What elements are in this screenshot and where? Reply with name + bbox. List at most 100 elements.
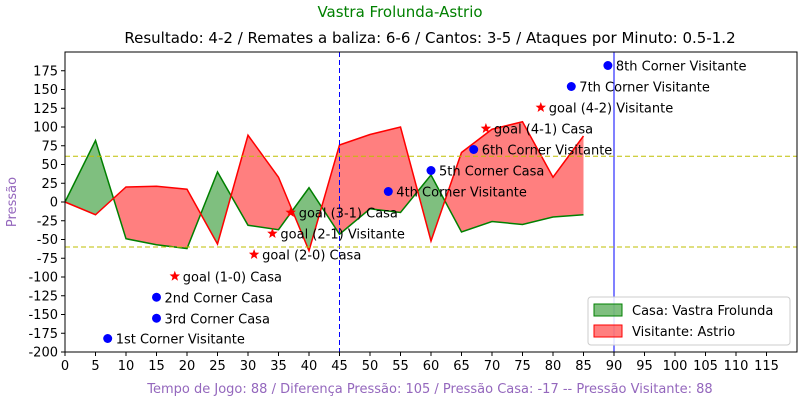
away-area-segment-8-1 (321, 145, 340, 235)
away-area-segment-4-0 (187, 189, 201, 249)
x-tick-label-13: 65 (453, 359, 470, 374)
event-label-9: 6th Corner Visitante (482, 144, 613, 159)
x-tick-label-10: 50 (362, 359, 379, 374)
event-label-7: 4th Corner Visitante (396, 186, 527, 201)
away-area-segment-1-1 (113, 187, 126, 239)
x-tick-label-8: 40 (301, 359, 318, 374)
away-area-segment-12-1 (444, 152, 462, 232)
x-tick-label-1: 5 (91, 359, 99, 374)
event-label-4: goal (2-0) Casa (262, 249, 361, 264)
event-label-6: goal (3-1) Casa (299, 207, 398, 222)
x-tick-label-17: 85 (575, 359, 592, 374)
away-area-segment-13-0 (461, 129, 492, 232)
away-area-segment-11-0 (400, 127, 418, 213)
goal-marker-10 (480, 123, 492, 133)
x-tick-label-16: 80 (545, 359, 562, 374)
y-tick-label-14: 150 (33, 83, 58, 98)
x-tick-label-2: 10 (118, 359, 135, 374)
x-tick-label-11: 55 (392, 359, 409, 374)
x-tick-label-14: 70 (484, 359, 501, 374)
corner-marker-12 (566, 82, 576, 91)
legend-label-away: Visitante: Astrio (632, 325, 735, 340)
legend-swatch-away (593, 324, 623, 338)
y-tick-label-8: 0 (50, 196, 58, 211)
goal-marker-6 (285, 207, 296, 217)
home-area-segment-0-0 (65, 140, 96, 215)
away-area-segment-7-0 (278, 177, 293, 230)
y-axis-label: Pressão (5, 177, 20, 227)
goal-marker-11 (535, 102, 547, 112)
event-label-0: 1st Corner Visitante (116, 333, 245, 348)
y-tick-label-3: -125 (28, 289, 58, 304)
event-label-10: goal (4-1) Casa (494, 123, 593, 138)
event-label-2: 3rd Corner Casa (165, 312, 270, 327)
y-tick-label-7: -25 (37, 214, 58, 229)
legend-box (587, 296, 791, 346)
event-markers: 1st Corner Visitante 2nd Corner Casa 3rd C… (103, 60, 747, 348)
x-tick-label-6: 30 (240, 359, 257, 374)
corner-marker-13 (603, 61, 613, 70)
goal-marker-3 (169, 270, 181, 281)
event-label-11: goal (4-2) Visitante (549, 102, 673, 117)
away-area-segment-14-0 (492, 121, 523, 225)
home-area-segment-4-1 (200, 172, 218, 244)
y-axis-ticks: -200 -175 -150 -125 -100 -75 -50 -25 0 25 50 75 100 1… (28, 64, 65, 361)
home-area-segment-11-1 (417, 175, 431, 241)
x-tick-label-7: 35 (270, 359, 287, 374)
x-tick-label-12: 60 (423, 359, 440, 374)
x-tick-label-21: 105 (693, 359, 718, 374)
corner-marker-0 (103, 334, 113, 343)
y-tick-label-6: -50 (37, 233, 58, 248)
x-tick-label-9: 45 (331, 359, 348, 374)
away-area-segment-9-0 (339, 134, 370, 235)
away-area-segment-3-0 (156, 186, 187, 249)
y-tick-label-0: -200 (28, 346, 58, 361)
event-label-13: 8th Corner Visitante (616, 60, 747, 75)
y-tick-label-15: 175 (33, 64, 58, 79)
x-tick-label-0: 0 (61, 359, 69, 374)
event-label-5: goal (2-1) Visitante (280, 228, 404, 243)
y-tick-label-12: 100 (33, 121, 58, 136)
goal-marker-5 (267, 228, 278, 238)
x-tick-label-4: 20 (179, 359, 196, 374)
x-tick-label-18: 90 (606, 359, 623, 374)
away-area-segment-16-0 (553, 136, 584, 217)
away-area-segment-6-0 (248, 135, 279, 230)
corner-marker-2 (152, 313, 161, 323)
x-tick-label-3: 15 (148, 359, 165, 374)
event-label-12: 7th Corner Visitante (579, 81, 710, 96)
x-tick-label-19: 95 (636, 359, 653, 374)
corner-marker-9 (469, 145, 479, 154)
y-tick-label-11: 75 (41, 139, 58, 154)
y-tick-label-2: -150 (28, 308, 58, 323)
away-area-segment-10-0 (370, 127, 401, 213)
x-tick-label-5: 25 (209, 359, 226, 374)
y-tick-label-10: 50 (41, 158, 58, 173)
x-tick-label-15: 75 (514, 359, 531, 374)
y-tick-label-4: -100 (28, 271, 58, 286)
corner-marker-8 (426, 166, 436, 175)
goal-marker-4 (248, 249, 260, 259)
event-label-1: 2nd Corner Casa (165, 291, 274, 306)
event-label-3: goal (1-0) Casa (183, 270, 282, 285)
y-tick-label-13: 125 (33, 102, 58, 117)
y-tick-label-5: -75 (37, 252, 58, 267)
legend-swatch-home (593, 303, 623, 317)
x-axis-label: Tempo de Jogo: 88 / Diferença Pressão: 1… (146, 382, 712, 397)
x-tick-label-22: 110 (724, 359, 749, 374)
home-area-segment-1-0 (95, 140, 114, 215)
y-tick-label-1: -175 (28, 327, 58, 342)
chart-subtitle: Resultado: 4-2 / Remates a baliza: 6-6 /… (124, 29, 735, 47)
legend: Casa: Vastra Frolunda Visitante: Astrio (587, 296, 791, 346)
pressure-areas (65, 120, 585, 254)
home-area-segment-7-1 (292, 187, 309, 251)
x-axis-ticks: 0 5 10 15 20 25 30 35 40 45 50 55 60 65 70 75 80 85 90 95 10… (61, 352, 779, 374)
corner-marker-1 (152, 292, 161, 302)
away-area-segment-2-0 (126, 186, 157, 245)
event-label-8: 5th Corner Casa (439, 165, 544, 180)
home-series-line (65, 138, 584, 250)
legend-label-home: Casa: Vastra Frolunda (632, 304, 773, 319)
y-tick-label-9: 25 (41, 177, 58, 192)
chart-title: Vastra Frolunda-Astrio (317, 3, 482, 21)
